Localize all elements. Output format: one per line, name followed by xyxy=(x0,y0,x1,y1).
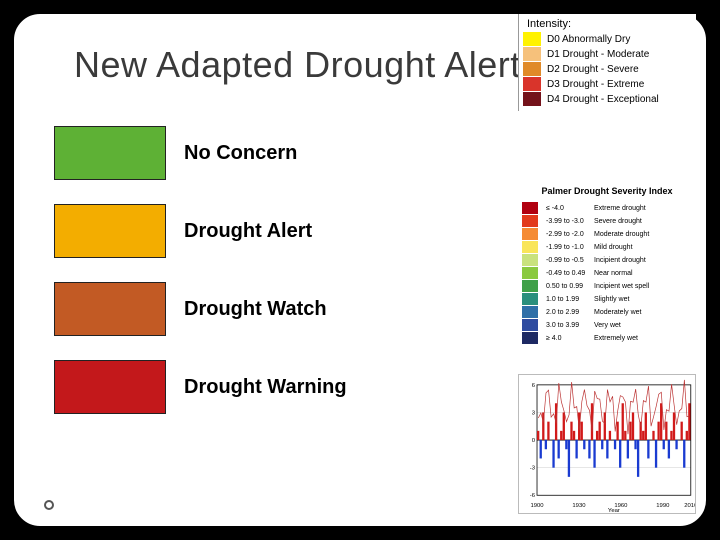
pdsi-range: -0.99 to -0.5 xyxy=(546,257,594,264)
timeseries-chart: -6-303619001930196019902010Year xyxy=(518,374,696,514)
main-legend: No Concern Drought Alert Drought Watch Drou… xyxy=(54,126,347,438)
legend-label: Drought Alert xyxy=(184,220,312,243)
pdsi-row: -0.99 to -0.5Incipient drought xyxy=(518,254,696,266)
intensity-swatch-icon xyxy=(523,47,541,61)
pdsi-desc: Very wet xyxy=(594,322,621,329)
intensity-label: D0 Abnormally Dry xyxy=(547,34,630,45)
legend-row: Drought Warning xyxy=(54,360,347,414)
legend-label: Drought Warning xyxy=(184,376,347,399)
pdsi-desc: Incipient wet spell xyxy=(594,283,649,290)
svg-text:Year: Year xyxy=(608,508,620,513)
slide-frame: New Adapted Drought Alert No Concern Drou… xyxy=(12,12,708,528)
pdsi-row: 1.0 to 1.99Slightly wet xyxy=(518,293,696,305)
pdsi-legend: Palmer Drought Severity Index ≤ -4.0Extr… xyxy=(518,186,696,345)
intensity-row: D3 Drought - Extreme xyxy=(523,77,692,91)
pdsi-range: 3.0 to 3.99 xyxy=(546,322,594,329)
intensity-swatch-icon xyxy=(523,32,541,46)
pdsi-desc: Near normal xyxy=(594,270,633,277)
intensity-row: D4 Drought - Exceptional xyxy=(523,92,692,106)
pdsi-row: 2.0 to 2.99Moderately wet xyxy=(518,306,696,318)
intensity-label: D2 Drought - Severe xyxy=(547,64,639,75)
pdsi-desc: Extreme drought xyxy=(594,205,646,212)
pdsi-desc: Moderately wet xyxy=(594,309,641,316)
page-title: New Adapted Drought Alert xyxy=(74,44,521,86)
pdsi-swatch-icon xyxy=(522,254,538,266)
legend-row: Drought Alert xyxy=(54,204,347,258)
intensity-legend: Intensity: D0 Abnormally Dry D1 Drought -… xyxy=(518,14,696,111)
pdsi-swatch-icon xyxy=(522,267,538,279)
pdsi-range: ≥ 4.0 xyxy=(546,335,594,342)
intensity-row: D1 Drought - Moderate xyxy=(523,47,692,61)
svg-text:-3: -3 xyxy=(530,466,536,472)
pdsi-range: -0.49 to 0.49 xyxy=(546,270,594,277)
timeseries-svg: -6-303619001930196019902010Year xyxy=(519,375,695,513)
footer-marker-icon xyxy=(44,500,54,510)
pdsi-swatch-icon xyxy=(522,280,538,292)
intensity-swatch-icon xyxy=(523,92,541,106)
intensity-title: Intensity: xyxy=(527,18,692,30)
intensity-swatch-icon xyxy=(523,62,541,76)
pdsi-range: 0.50 to 0.99 xyxy=(546,283,594,290)
pdsi-row: ≤ -4.0Extreme drought xyxy=(518,202,696,214)
pdsi-row: -2.99 to -2.0Moderate drought xyxy=(518,228,696,240)
legend-label: No Concern xyxy=(184,142,297,165)
legend-row: No Concern xyxy=(54,126,347,180)
pdsi-row: 3.0 to 3.99Very wet xyxy=(518,319,696,331)
pdsi-row: -1.99 to -1.0Mild drought xyxy=(518,241,696,253)
legend-swatch-icon xyxy=(54,282,166,336)
svg-text:1990: 1990 xyxy=(656,503,670,509)
legend-swatch-icon xyxy=(54,360,166,414)
intensity-label: D3 Drought - Extreme xyxy=(547,79,644,90)
legend-swatch-icon xyxy=(54,126,166,180)
pdsi-range: 1.0 to 1.99 xyxy=(546,296,594,303)
pdsi-range: -2.99 to -2.0 xyxy=(546,231,594,238)
legend-label: Drought Watch xyxy=(184,298,327,321)
pdsi-swatch-icon xyxy=(522,332,538,344)
svg-text:1930: 1930 xyxy=(572,503,586,509)
pdsi-desc: Slightly wet xyxy=(594,296,629,303)
pdsi-range: 2.0 to 2.99 xyxy=(546,309,594,316)
pdsi-range: -3.99 to -3.0 xyxy=(546,218,594,225)
pdsi-swatch-icon xyxy=(522,202,538,214)
intensity-row: D0 Abnormally Dry xyxy=(523,32,692,46)
pdsi-row: 0.50 to 0.99Incipient wet spell xyxy=(518,280,696,292)
pdsi-row: ≥ 4.0Extremely wet xyxy=(518,332,696,344)
pdsi-swatch-icon xyxy=(522,241,538,253)
pdsi-row: -3.99 to -3.0Severe drought xyxy=(518,215,696,227)
svg-text:1900: 1900 xyxy=(530,503,544,509)
intensity-swatch-icon xyxy=(523,77,541,91)
pdsi-desc: Severe drought xyxy=(594,218,642,225)
pdsi-desc: Extremely wet xyxy=(594,335,638,342)
pdsi-desc: Incipient drought xyxy=(594,257,646,264)
pdsi-swatch-icon xyxy=(522,306,538,318)
pdsi-desc: Moderate drought xyxy=(594,231,649,238)
intensity-row: D2 Drought - Severe xyxy=(523,62,692,76)
pdsi-swatch-icon xyxy=(522,228,538,240)
pdsi-range: -1.99 to -1.0 xyxy=(546,244,594,251)
pdsi-row: -0.49 to 0.49Near normal xyxy=(518,267,696,279)
legend-row: Drought Watch xyxy=(54,282,347,336)
pdsi-desc: Mild drought xyxy=(594,244,633,251)
intensity-label: D1 Drought - Moderate xyxy=(547,49,649,60)
pdsi-range: ≤ -4.0 xyxy=(546,205,594,212)
pdsi-title: Palmer Drought Severity Index xyxy=(518,186,696,196)
pdsi-swatch-icon xyxy=(522,319,538,331)
pdsi-swatch-icon xyxy=(522,215,538,227)
svg-text:2010: 2010 xyxy=(684,503,695,509)
svg-text:-6: -6 xyxy=(530,493,536,499)
pdsi-swatch-icon xyxy=(522,293,538,305)
intensity-label: D4 Drought - Exceptional xyxy=(547,94,659,105)
legend-swatch-icon xyxy=(54,204,166,258)
